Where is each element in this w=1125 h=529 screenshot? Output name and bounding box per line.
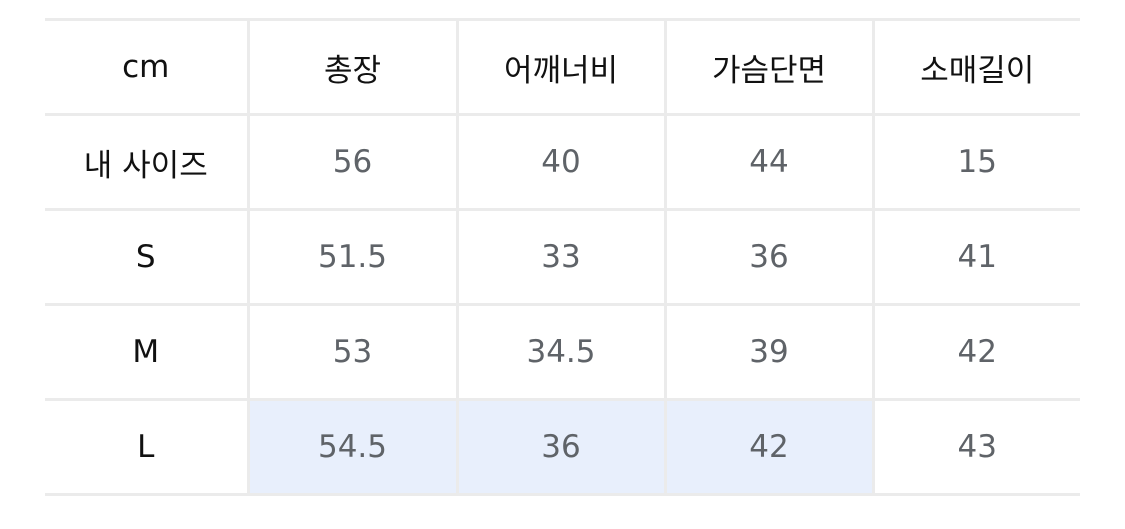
table-cell: 34.5: [455, 303, 667, 401]
table-cell: 36: [663, 208, 875, 306]
table-cell: 41: [871, 208, 1080, 306]
table-cell: 43: [871, 398, 1080, 496]
table-row: L 54.5 36 42 43: [45, 398, 1080, 496]
table-row: M 53 34.5 39 42: [45, 303, 1080, 401]
table-cell: 15: [871, 113, 1080, 211]
table-cell: 33: [455, 208, 667, 306]
row-label: S: [45, 208, 250, 306]
table-cell: 39: [663, 303, 875, 401]
table-cell: 44: [663, 113, 875, 211]
header-row: cm 총장 어깨너비 가슴단면 소매길이: [45, 18, 1080, 116]
table-cell: 42: [663, 398, 875, 496]
column-header: 총장: [246, 18, 459, 116]
table-cell: 36: [455, 398, 667, 496]
table-cell: 42: [871, 303, 1080, 401]
column-header: 가슴단면: [663, 18, 875, 116]
table-cell: 54.5: [246, 398, 459, 496]
table-cell: 56: [246, 113, 459, 211]
table-cell: 40: [455, 113, 667, 211]
row-label: 내 사이즈: [45, 113, 250, 211]
column-header: cm: [45, 18, 250, 116]
size-table: cm 총장 어깨너비 가슴단면 소매길이 내 사이즈 56 40 44 15 S 51.5 33 36 41…: [45, 18, 1080, 496]
table-cell: 51.5: [246, 208, 459, 306]
row-label: M: [45, 303, 250, 401]
column-header: 소매길이: [871, 18, 1080, 116]
row-label: L: [45, 398, 250, 496]
table-row: S 51.5 33 36 41: [45, 208, 1080, 306]
table-row: 내 사이즈 56 40 44 15: [45, 113, 1080, 211]
table-cell: 53: [246, 303, 459, 401]
column-header: 어깨너비: [455, 18, 667, 116]
